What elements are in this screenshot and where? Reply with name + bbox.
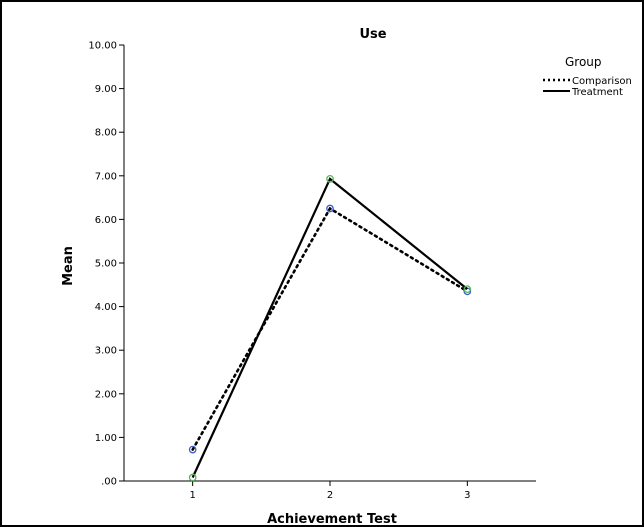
x-tick-label: 1 bbox=[189, 490, 195, 501]
series-line-treatment bbox=[191, 177, 469, 478]
y-tick-label: 7.00 bbox=[95, 171, 117, 182]
x-tick-label: 2 bbox=[327, 490, 333, 501]
data-point-comparison bbox=[188, 445, 197, 454]
legend: Group Comparison Treatment bbox=[543, 55, 632, 98]
y-tick-label: 10.00 bbox=[88, 41, 117, 52]
x-tick-label: 3 bbox=[464, 490, 470, 501]
y-tick-label: 3.00 bbox=[95, 346, 117, 357]
legend-label-comparison: Comparison bbox=[572, 76, 632, 87]
y-tick-label: 4.00 bbox=[95, 302, 117, 313]
x-ticks: 1 2 3 bbox=[189, 481, 471, 501]
y-tick-label: .00 bbox=[101, 477, 117, 488]
data-point-treatment bbox=[188, 473, 197, 482]
y-tick-label: 8.00 bbox=[95, 128, 117, 139]
legend-title: Group bbox=[565, 55, 602, 69]
y-tick-label: 1.00 bbox=[95, 433, 117, 444]
series-line-comparison bbox=[191, 206, 469, 451]
chart-title: Use bbox=[359, 27, 386, 42]
y-tick-label: 5.00 bbox=[95, 259, 117, 270]
axes bbox=[123, 45, 536, 482]
y-tick-label: 6.00 bbox=[95, 215, 117, 226]
y-axis-title: Mean bbox=[61, 246, 76, 286]
y-tick-label: 9.00 bbox=[95, 84, 117, 95]
data-point-treatment bbox=[326, 175, 334, 183]
data-point-treatment bbox=[463, 285, 472, 294]
series-layer bbox=[188, 175, 472, 482]
y-ticks: .00 1.00 2.00 3.00 4.00 5.00 6.00 7.00 8.00 9.00 1… bbox=[88, 41, 124, 488]
x-axis-title: Achievement Test bbox=[267, 512, 397, 527]
legend-label-treatment: Treatment bbox=[571, 87, 623, 98]
y-tick-label: 2.00 bbox=[95, 389, 117, 400]
data-point-comparison bbox=[326, 204, 334, 213]
